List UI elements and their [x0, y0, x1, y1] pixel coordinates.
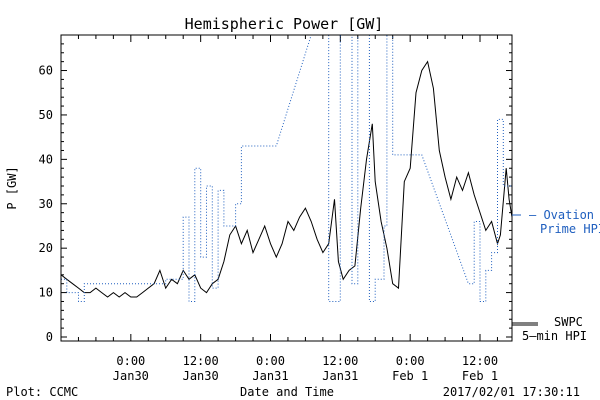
x-tick-time-label: 0:00 — [396, 354, 425, 368]
y-tick-label: 60 — [39, 64, 53, 78]
ovation-prime-hpi-line — [61, 35, 512, 302]
y-axis-ticks: 0 10 20 30 40 50 60 — [39, 34, 512, 344]
x-tick-time-label: 12:00 — [462, 354, 498, 368]
y-axis-label: P [GW] — [5, 166, 19, 209]
x-tick-date-label: Feb 1 — [462, 369, 498, 383]
footer-plot-source: Plot: CCMC — [6, 385, 78, 399]
x-tick-date-label: Jan30 — [113, 369, 149, 383]
swpc-legend-line2: 5—min HPI — [522, 329, 587, 343]
y-tick-label: 0 — [46, 330, 53, 344]
x-tick-time-label: 12:00 — [322, 354, 358, 368]
x-tick-date-label: Jan31 — [322, 369, 358, 383]
x-tick-time-label: 12:00 — [183, 354, 219, 368]
y-tick-label: 40 — [39, 152, 53, 166]
footer-timestamp: 2017/02/01 17:30:11 — [443, 385, 580, 399]
plot-frame — [60, 34, 513, 342]
swpc-hpi-line — [61, 60, 512, 298]
series-layer — [61, 35, 512, 302]
swpc-legend-line1: SWPC — [554, 315, 583, 329]
x-tick-date-label: Feb 1 — [392, 369, 428, 383]
x-tick-time-label: 0:00 — [116, 354, 145, 368]
x-tick-date-label: Jan31 — [252, 369, 288, 383]
y-tick-label: 10 — [39, 286, 53, 300]
y-tick-label: 30 — [39, 197, 53, 211]
x-tick-date-label: Jan30 — [183, 369, 219, 383]
footer-x-axis-title: Date and Time — [240, 385, 334, 399]
ovation-legend-line1: — Ovation — [529, 208, 594, 222]
ovation-legend-line2: Prime HPI — [540, 222, 600, 236]
x-axis-ticks: 0:00Jan3012:00Jan300:00Jan3112:00Jan310:… — [77, 35, 498, 383]
x-tick-time-label: 0:00 — [256, 354, 285, 368]
y-tick-label: 20 — [39, 241, 53, 255]
chart-title: Hemispheric Power [GW] — [185, 15, 384, 33]
y-tick-label: 50 — [39, 108, 53, 122]
